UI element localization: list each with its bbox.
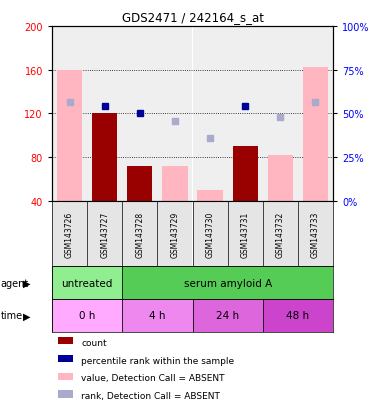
Text: ▶: ▶ <box>23 278 31 288</box>
Text: GSM143730: GSM143730 <box>206 211 214 257</box>
Bar <box>58 373 73 380</box>
Bar <box>87 27 122 201</box>
Bar <box>57 71 82 201</box>
Text: percentile rank within the sample: percentile rank within the sample <box>82 356 234 365</box>
Text: GSM143732: GSM143732 <box>276 211 285 257</box>
Text: untreated: untreated <box>62 278 113 288</box>
Bar <box>198 190 223 201</box>
Bar <box>263 27 298 201</box>
Bar <box>233 147 258 201</box>
Text: GSM143727: GSM143727 <box>100 211 109 257</box>
Text: GSM143726: GSM143726 <box>65 211 74 257</box>
Bar <box>52 266 122 299</box>
Bar <box>122 27 157 201</box>
Text: GSM143728: GSM143728 <box>135 211 144 257</box>
Text: ▶: ▶ <box>23 311 31 320</box>
Bar <box>298 201 333 266</box>
Bar <box>298 27 333 201</box>
Bar <box>52 299 122 332</box>
Text: GSM143729: GSM143729 <box>171 211 179 257</box>
Bar <box>162 166 187 201</box>
Text: count: count <box>82 338 107 347</box>
Text: 48 h: 48 h <box>286 311 310 320</box>
Bar <box>122 299 192 332</box>
Bar <box>228 27 263 201</box>
Bar <box>303 68 328 201</box>
Bar <box>92 114 117 201</box>
Text: agent: agent <box>1 278 29 288</box>
Bar <box>52 201 87 266</box>
Bar <box>87 201 122 266</box>
Bar <box>192 201 228 266</box>
Bar <box>122 201 157 266</box>
Bar <box>192 299 263 332</box>
Bar <box>157 27 192 201</box>
Bar <box>192 27 228 201</box>
Bar <box>127 166 152 201</box>
Bar <box>268 155 293 201</box>
Bar <box>58 391 73 398</box>
Bar <box>263 201 298 266</box>
Text: serum amyloid A: serum amyloid A <box>184 278 272 288</box>
Bar <box>58 355 73 362</box>
Text: GDS2471 / 242164_s_at: GDS2471 / 242164_s_at <box>122 11 263 24</box>
Text: GSM143731: GSM143731 <box>241 211 250 257</box>
Text: value, Detection Call = ABSENT: value, Detection Call = ABSENT <box>82 373 225 382</box>
Bar <box>58 337 73 344</box>
Text: 0 h: 0 h <box>79 311 95 320</box>
Bar <box>52 27 87 201</box>
Text: 24 h: 24 h <box>216 311 239 320</box>
Bar <box>228 201 263 266</box>
Text: 4 h: 4 h <box>149 311 166 320</box>
Bar <box>263 299 333 332</box>
Text: GSM143733: GSM143733 <box>311 211 320 257</box>
Bar <box>122 266 333 299</box>
Text: rank, Detection Call = ABSENT: rank, Detection Call = ABSENT <box>82 391 220 400</box>
Bar <box>157 201 192 266</box>
Text: time: time <box>1 311 23 320</box>
